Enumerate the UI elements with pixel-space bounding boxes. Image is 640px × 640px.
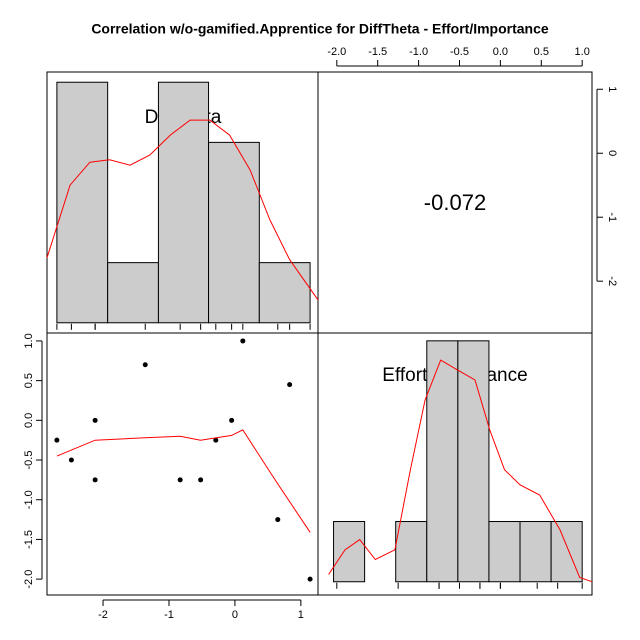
x-tick-label: -1.5 <box>368 46 387 58</box>
x-tick-label: -2.0 <box>327 46 346 58</box>
x-tick-label: 1.0 <box>575 46 590 58</box>
histogram-bar <box>426 340 459 583</box>
scatter-point <box>92 477 98 483</box>
scatter-point <box>54 437 60 443</box>
panel-frame <box>317 332 593 596</box>
y-tick-label: -1.5 <box>23 530 35 549</box>
y-tick-label: 1.0 <box>23 333 35 348</box>
scatter-point <box>92 417 98 423</box>
smooth-line <box>56 429 311 533</box>
scatter-point <box>275 517 281 523</box>
histogram-bar <box>56 81 109 324</box>
y-tick-label: 0.5 <box>23 373 35 388</box>
histogram-bar <box>333 521 366 583</box>
y-tick-label: 0 <box>606 150 618 156</box>
histogram-bar <box>457 340 490 583</box>
scatter-point <box>229 417 235 423</box>
y-tick-label: -2 <box>606 276 618 286</box>
y-tick-label: 1 <box>606 86 618 92</box>
y-tick-label: -1 <box>606 212 618 222</box>
histogram-bar <box>208 141 260 324</box>
x-tick-label: 0.5 <box>534 46 549 58</box>
histogram-bar <box>157 81 210 324</box>
density-line <box>328 359 593 583</box>
scatter-point <box>307 576 313 582</box>
density-line <box>46 119 319 301</box>
scatter-point <box>287 382 293 388</box>
y-tick-label: -1.0 <box>23 490 35 509</box>
y-tick-label: -2.0 <box>23 570 35 589</box>
x-tick-label: 1 <box>298 609 304 621</box>
scatter-point <box>177 477 183 483</box>
histogram-bar <box>488 521 521 583</box>
scatter-point <box>240 338 246 344</box>
y-tick-label: 0.0 <box>23 413 35 428</box>
scatter-point <box>142 362 148 368</box>
x-tick-label: -2 <box>98 609 108 621</box>
correlation-value: -0.072 <box>424 190 486 215</box>
scatter-point <box>198 477 204 483</box>
x-tick-label: 0 <box>232 609 238 621</box>
chart-title: Correlation w/o-gamified.Apprentice for … <box>91 21 549 37</box>
x-tick-label: 0.0 <box>493 46 508 58</box>
scatter-point <box>213 437 219 443</box>
histogram-bar <box>519 521 552 583</box>
x-tick-label: -1.0 <box>409 46 428 58</box>
histogram-bar <box>107 262 159 324</box>
histogram-bar <box>258 262 311 324</box>
scatter-point <box>68 457 74 463</box>
histogram-bar <box>395 521 428 583</box>
y-tick-label: -0.5 <box>23 451 35 470</box>
x-tick-label: -1 <box>164 609 174 621</box>
x-tick-label: -0.5 <box>450 46 469 58</box>
